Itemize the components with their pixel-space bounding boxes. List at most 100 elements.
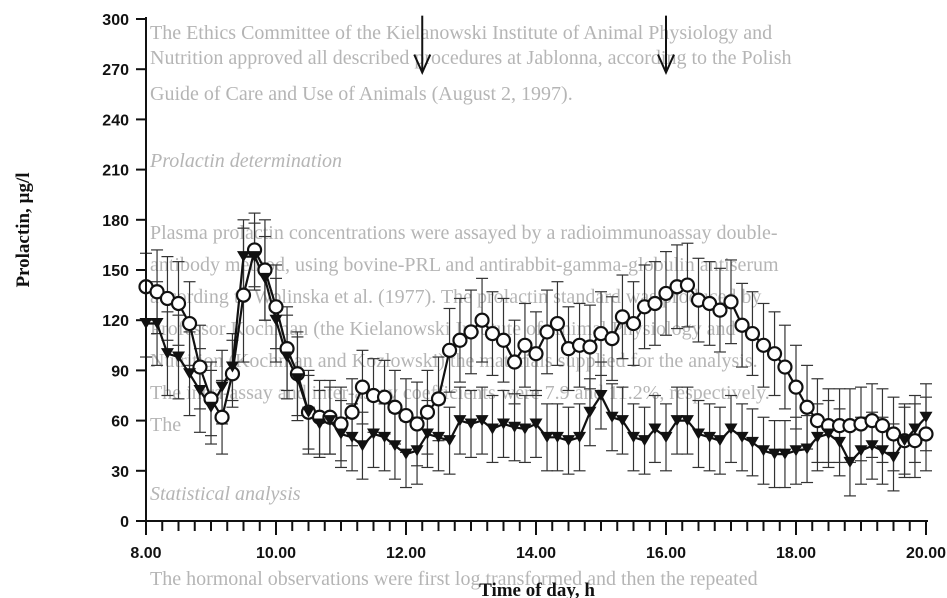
data-point-circle <box>528 346 544 362</box>
data-point-triangle <box>887 451 900 463</box>
data-point-triangle <box>875 445 889 457</box>
data-point-triangle <box>833 436 847 448</box>
data-point-triangle <box>323 415 337 427</box>
y-tick-label: 240 <box>102 112 129 129</box>
data-point-triangle <box>355 440 369 452</box>
data-point-triangle <box>464 418 478 430</box>
data-point-triangle <box>843 456 857 468</box>
data-point-triangle <box>237 251 250 263</box>
data-point-circle <box>799 399 815 415</box>
data-point-triangle <box>562 435 575 447</box>
data-point-circle <box>419 404 436 420</box>
data-point-triangle <box>680 415 694 427</box>
data-point-triangle <box>659 431 673 443</box>
data-point-circle <box>430 391 447 407</box>
data-point-circle <box>744 325 761 342</box>
data-point-circle <box>409 416 425 432</box>
data-point-circle <box>506 354 523 370</box>
data-point-triangle <box>735 431 749 443</box>
data-point-circle <box>712 302 728 318</box>
data-point-triangle <box>453 415 467 427</box>
data-point-triangle <box>778 448 792 460</box>
data-point-triangle <box>540 431 554 443</box>
data-point-circle <box>679 277 696 293</box>
data-point-triangle <box>757 445 770 457</box>
data-point-circle <box>495 332 512 348</box>
data-point-triangle <box>810 431 824 443</box>
arrow-head <box>657 54 675 76</box>
data-point-triangle <box>648 423 662 435</box>
data-point-triangle <box>269 314 283 326</box>
data-point-triangle <box>334 428 348 440</box>
y-tick-label: 270 <box>102 62 129 79</box>
data-point-circle <box>658 285 674 302</box>
chart-annotations <box>413 15 675 76</box>
data-point-triangle <box>215 381 229 393</box>
data-point-triangle <box>378 431 392 443</box>
data-point-circle <box>755 337 772 353</box>
arrow-head <box>413 54 432 76</box>
data-point-circle <box>344 404 360 420</box>
data-point-triangle <box>724 423 738 435</box>
data-point-triangle <box>193 384 207 396</box>
data-point-circle <box>170 295 187 312</box>
y-tick-label: 90 <box>111 363 129 380</box>
x-tick-label: 10.00 <box>256 545 296 562</box>
data-point-circle <box>734 317 750 333</box>
data-point-triangle <box>150 318 164 330</box>
data-point-circle <box>149 284 165 300</box>
data-point-circle <box>517 337 533 353</box>
data-point-circle <box>885 426 902 442</box>
y-axis-title: Prolactin, µg/l <box>13 172 34 287</box>
data-point-triangle <box>908 423 922 435</box>
y-tick-label: 150 <box>102 263 129 280</box>
data-point-circle <box>766 346 783 362</box>
x-axis-title: Time of day, h <box>479 580 595 598</box>
data-point-circle <box>582 339 598 355</box>
x-tick-label: 16.00 <box>646 545 686 562</box>
data-point-triangle <box>550 431 564 443</box>
data-point-triangle <box>789 445 803 457</box>
y-tick-label: 60 <box>111 414 129 431</box>
data-point-circle <box>354 379 371 395</box>
data-point-circle <box>452 332 468 348</box>
data-point-triangle <box>854 445 868 457</box>
data-point-circle <box>398 407 414 424</box>
data-point-circle <box>918 426 934 442</box>
data-point-triangle <box>388 440 402 452</box>
data-point-triangle <box>160 348 174 360</box>
data-point-triangle <box>280 351 294 363</box>
data-point-triangle <box>432 431 445 443</box>
data-point-circle <box>235 287 252 303</box>
data-point-circle <box>214 409 230 425</box>
data-point-triangle <box>529 418 543 430</box>
data-point-triangle <box>443 435 457 447</box>
data-point-triangle <box>172 351 185 363</box>
data-point-circle <box>387 399 403 415</box>
data-point-triangle <box>800 443 814 455</box>
data-point-circle <box>549 315 566 332</box>
data-point-triangle <box>594 390 608 401</box>
y-tick-label: 0 <box>120 514 129 531</box>
data-point-triangle <box>258 272 272 284</box>
data-point-triangle <box>692 428 705 440</box>
data-point-triangle <box>919 411 933 423</box>
y-tick-label: 210 <box>102 163 129 180</box>
data-point-triangle <box>508 421 522 433</box>
data-point-triangle <box>745 436 759 448</box>
data-point-circle <box>474 312 490 328</box>
data-point-circle <box>647 295 663 312</box>
data-point-triangle <box>670 415 684 427</box>
data-point-circle <box>376 389 393 405</box>
data-point-circle <box>874 418 891 434</box>
data-point-triangle <box>713 435 727 447</box>
data-point-triangle <box>345 431 359 443</box>
data-point-triangle <box>497 418 510 430</box>
y-tick-label: 180 <box>102 213 129 230</box>
data-point-triangle <box>865 440 879 452</box>
series-markers <box>138 242 934 468</box>
data-point-circle <box>604 331 620 347</box>
data-point-triangle <box>183 368 197 380</box>
data-point-triangle <box>204 401 218 413</box>
y-tick-label: 30 <box>111 464 129 481</box>
